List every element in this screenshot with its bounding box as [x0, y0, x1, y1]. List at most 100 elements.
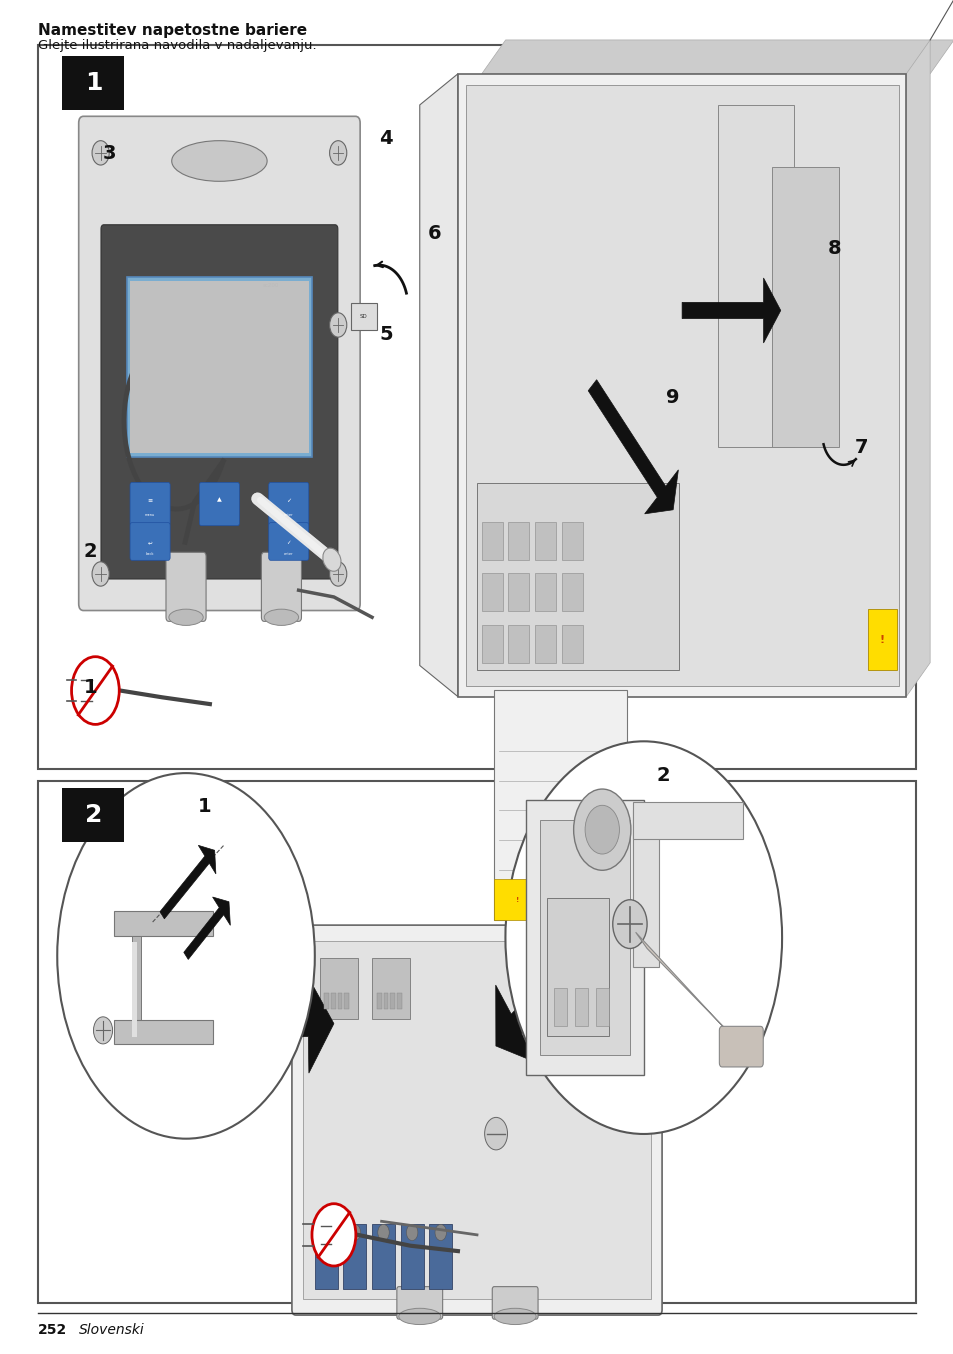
- FancyBboxPatch shape: [269, 523, 309, 561]
- Bar: [314, 1224, 337, 1289]
- Text: !: !: [515, 896, 518, 903]
- Circle shape: [329, 313, 347, 337]
- Text: ▲: ▲: [217, 498, 221, 502]
- Bar: [63, 788, 124, 842]
- Circle shape: [377, 1224, 389, 1240]
- Bar: [561, 523, 582, 561]
- Text: 4: 4: [379, 130, 393, 149]
- Bar: [351, 303, 377, 330]
- Polygon shape: [496, 940, 590, 1063]
- Bar: [546, 899, 609, 1036]
- Circle shape: [584, 806, 618, 854]
- FancyBboxPatch shape: [130, 482, 170, 525]
- Text: 5: 5: [379, 325, 393, 344]
- Circle shape: [92, 562, 109, 586]
- Text: 1: 1: [84, 678, 97, 697]
- Text: Glejte ilustrirana navodila v nadaljevanju.: Glejte ilustrirana navodila v nadaljevan…: [38, 39, 316, 53]
- Circle shape: [505, 742, 781, 1135]
- Bar: [596, 988, 609, 1026]
- Bar: [561, 624, 582, 662]
- Bar: [400, 1224, 423, 1289]
- Text: 1: 1: [198, 798, 212, 816]
- Bar: [457, 73, 905, 696]
- Circle shape: [329, 562, 347, 586]
- Bar: [114, 911, 213, 936]
- Text: sc200: sc200: [263, 283, 279, 287]
- Circle shape: [320, 1224, 332, 1240]
- Text: Namestitev napetostne bariere: Namestitev napetostne bariere: [38, 23, 307, 38]
- Bar: [331, 992, 335, 1009]
- Ellipse shape: [264, 609, 298, 626]
- Circle shape: [71, 657, 119, 724]
- Bar: [465, 84, 898, 685]
- Bar: [481, 574, 502, 612]
- Circle shape: [435, 1224, 446, 1240]
- Text: ✓: ✓: [286, 498, 291, 502]
- Text: enter: enter: [284, 552, 294, 555]
- Bar: [396, 992, 401, 1009]
- Text: SD: SD: [359, 314, 368, 318]
- Bar: [561, 574, 582, 612]
- FancyBboxPatch shape: [492, 1286, 537, 1319]
- Bar: [429, 1224, 452, 1289]
- Bar: [303, 941, 650, 1298]
- Circle shape: [329, 141, 347, 165]
- Text: 2: 2: [84, 542, 97, 562]
- FancyBboxPatch shape: [292, 925, 661, 1315]
- Bar: [324, 992, 329, 1009]
- Text: 3: 3: [103, 144, 116, 162]
- FancyBboxPatch shape: [101, 225, 337, 580]
- Bar: [63, 56, 124, 110]
- Bar: [771, 167, 838, 447]
- Bar: [539, 821, 629, 1056]
- Bar: [127, 278, 312, 458]
- Circle shape: [92, 141, 109, 165]
- Text: ✓: ✓: [286, 540, 291, 544]
- Bar: [535, 574, 556, 612]
- Polygon shape: [905, 39, 929, 696]
- FancyBboxPatch shape: [79, 116, 359, 611]
- Bar: [132, 936, 141, 1044]
- Bar: [132, 942, 137, 1037]
- Text: 7: 7: [854, 437, 867, 458]
- Bar: [383, 992, 388, 1009]
- Bar: [376, 992, 381, 1009]
- Circle shape: [406, 1224, 417, 1240]
- Polygon shape: [184, 896, 230, 960]
- Bar: [575, 988, 588, 1026]
- Bar: [494, 880, 540, 921]
- Circle shape: [312, 1204, 355, 1266]
- Bar: [508, 624, 529, 662]
- Text: ↩: ↩: [148, 540, 152, 544]
- FancyBboxPatch shape: [261, 552, 301, 621]
- Bar: [38, 781, 915, 1303]
- Text: !: !: [879, 635, 884, 645]
- Circle shape: [93, 1017, 112, 1044]
- Bar: [343, 1224, 366, 1289]
- FancyBboxPatch shape: [199, 482, 239, 525]
- Bar: [718, 104, 794, 447]
- Bar: [481, 523, 502, 561]
- Polygon shape: [681, 278, 780, 343]
- Text: 6: 6: [427, 223, 440, 242]
- Circle shape: [484, 1117, 507, 1150]
- Text: 8: 8: [827, 238, 841, 257]
- Ellipse shape: [172, 141, 267, 181]
- Ellipse shape: [494, 1308, 536, 1324]
- FancyBboxPatch shape: [130, 523, 170, 561]
- Bar: [554, 988, 567, 1026]
- Polygon shape: [481, 39, 953, 73]
- Polygon shape: [160, 845, 215, 919]
- FancyBboxPatch shape: [396, 1286, 442, 1319]
- Bar: [508, 574, 529, 612]
- Bar: [632, 802, 742, 839]
- FancyBboxPatch shape: [269, 482, 309, 525]
- Bar: [114, 1020, 213, 1044]
- FancyBboxPatch shape: [719, 1026, 762, 1067]
- Text: 2: 2: [85, 803, 102, 827]
- Bar: [390, 992, 395, 1009]
- Circle shape: [573, 789, 630, 871]
- Bar: [344, 992, 349, 1009]
- Bar: [494, 689, 627, 921]
- Bar: [372, 957, 410, 1018]
